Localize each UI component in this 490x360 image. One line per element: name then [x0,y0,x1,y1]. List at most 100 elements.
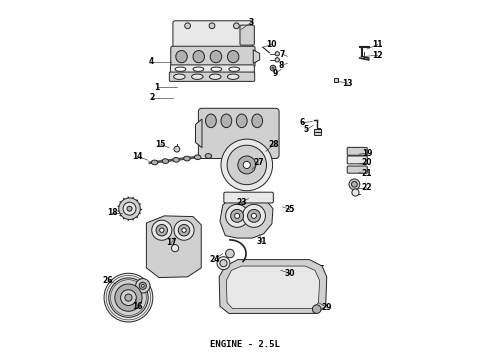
Circle shape [182,228,186,232]
Ellipse shape [192,74,203,80]
Ellipse shape [210,74,221,80]
Text: 9: 9 [273,69,278,78]
Text: 17: 17 [166,238,177,247]
Ellipse shape [205,154,212,158]
Circle shape [160,228,164,232]
Circle shape [104,273,153,322]
Text: 6: 6 [300,118,305,127]
Text: 5: 5 [303,125,309,134]
Text: 26: 26 [103,276,113,285]
Ellipse shape [193,50,204,63]
Circle shape [251,213,256,219]
Circle shape [220,260,227,267]
Ellipse shape [173,158,179,162]
Circle shape [125,294,132,301]
FancyBboxPatch shape [170,72,255,81]
Circle shape [275,51,279,56]
FancyBboxPatch shape [198,108,279,158]
Polygon shape [253,50,260,63]
Text: 4: 4 [149,57,154,66]
Ellipse shape [236,114,247,128]
Circle shape [121,290,136,306]
Circle shape [152,220,172,240]
Circle shape [235,213,240,219]
Ellipse shape [173,74,185,80]
Text: 10: 10 [267,40,277,49]
Text: 27: 27 [253,158,264,167]
Ellipse shape [221,114,232,128]
FancyBboxPatch shape [334,78,338,82]
Ellipse shape [252,114,263,128]
Circle shape [221,139,272,191]
Text: 13: 13 [342,79,352,88]
Circle shape [174,220,194,240]
Circle shape [123,202,136,215]
FancyBboxPatch shape [314,129,321,132]
Ellipse shape [227,74,239,80]
Circle shape [227,145,267,185]
Circle shape [109,278,148,318]
Text: ENGINE - 2.5L: ENGINE - 2.5L [210,341,280,350]
Text: 23: 23 [236,198,246,207]
Polygon shape [219,260,327,314]
Circle shape [272,67,274,69]
Circle shape [231,210,244,222]
Circle shape [178,225,190,236]
Circle shape [136,279,150,293]
Circle shape [349,179,360,190]
Circle shape [270,65,276,71]
Ellipse shape [195,155,201,159]
Circle shape [225,249,234,258]
Text: 18: 18 [107,208,118,217]
FancyBboxPatch shape [347,156,368,164]
Circle shape [139,282,147,289]
Text: 19: 19 [362,149,372,158]
Circle shape [352,189,359,196]
Text: 22: 22 [362,183,372,192]
Circle shape [156,225,168,236]
Text: 11: 11 [372,40,383,49]
Circle shape [172,244,179,252]
Circle shape [238,156,256,174]
FancyBboxPatch shape [171,65,254,73]
Ellipse shape [184,156,190,161]
Circle shape [275,58,279,62]
Polygon shape [147,216,201,278]
Ellipse shape [193,67,204,71]
Circle shape [127,206,132,211]
Text: 3: 3 [249,18,254,27]
Polygon shape [220,195,273,238]
FancyBboxPatch shape [173,21,252,49]
Circle shape [174,146,180,152]
Text: 14: 14 [132,152,143,161]
Text: 8: 8 [278,61,284,70]
Ellipse shape [175,67,186,71]
Text: 20: 20 [362,158,372,167]
Text: 7: 7 [280,50,285,59]
Ellipse shape [205,114,216,128]
Circle shape [217,257,230,270]
Text: 2: 2 [149,93,154,102]
FancyBboxPatch shape [314,132,321,135]
Ellipse shape [176,50,187,63]
Circle shape [141,284,144,287]
Circle shape [243,161,250,168]
Text: 15: 15 [155,140,166,149]
Circle shape [209,23,215,29]
Ellipse shape [211,67,221,71]
Text: 29: 29 [321,303,332,312]
Text: 31: 31 [257,237,268,246]
Circle shape [119,198,140,220]
FancyBboxPatch shape [347,147,368,155]
Circle shape [185,23,191,29]
Circle shape [234,23,239,29]
Circle shape [313,305,321,314]
Ellipse shape [210,50,221,63]
Circle shape [115,284,142,311]
FancyBboxPatch shape [240,25,254,45]
Text: 16: 16 [132,302,143,311]
FancyBboxPatch shape [347,166,368,173]
Circle shape [243,204,266,227]
Text: 28: 28 [269,140,279,149]
Text: 12: 12 [372,51,383,60]
